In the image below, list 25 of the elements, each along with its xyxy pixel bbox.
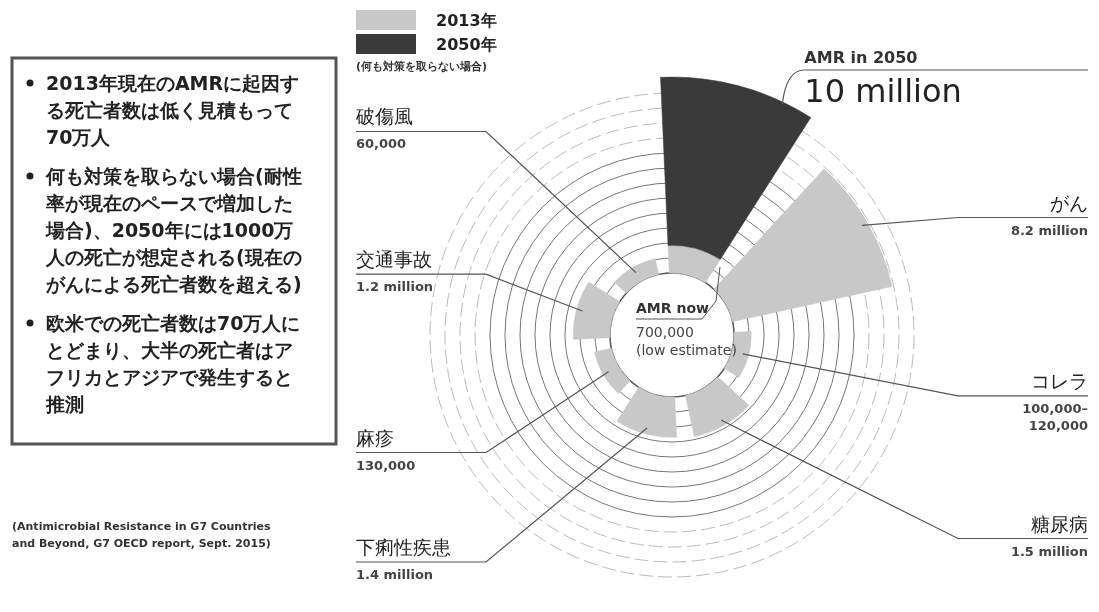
category-label: 下痢性疾患 xyxy=(356,535,451,558)
legend-label: 2050年 xyxy=(436,35,497,54)
data-label: 10 million xyxy=(804,72,962,110)
data-label: 60,000 xyxy=(356,136,407,152)
text: 2013年現在のAMRに起因する死亡者数は低く見積もって70万人 xyxy=(46,72,300,148)
text: 何も対策を取らない場合(耐性率が現在のペースで増加した場合)、2050年には1000万人の死亡が想定される(現在のがんによる死亡者数を超える) xyxy=(45,165,302,295)
data-label: 700,000 (low estimate) xyxy=(636,324,737,358)
category-label: 交通事故 xyxy=(356,248,432,271)
text: 欧米での死亡者数は70万人にとどまり、大半の死亡者はアフリカとアジアで発生すると推測 xyxy=(45,312,301,415)
data-label: 1.4 million xyxy=(356,566,434,582)
data-label: 1.2 million xyxy=(356,279,434,295)
category-label: 破傷風 xyxy=(355,105,413,128)
category-label: AMR now xyxy=(636,300,710,316)
legend-title: (何も対策を取らない場合) xyxy=(356,60,488,73)
legend-label: 2013年 xyxy=(436,11,497,30)
category-label: AMR in 2050 xyxy=(804,48,918,67)
data-label: 130,000 xyxy=(356,457,416,473)
category-label: 麻疹 xyxy=(356,426,394,449)
data-label: 1.5 million xyxy=(1010,543,1088,559)
category-label: コレラ xyxy=(1031,369,1088,392)
data-label: 100,000– 120,000 xyxy=(1022,400,1088,433)
text: (Antimicrobial Resistance in G7 Countries and Beyond, G7 OECD report, Sept. 2015) xyxy=(12,520,272,550)
data-label: 8.2 million xyxy=(1010,222,1088,238)
category-label: がん xyxy=(1050,191,1088,214)
category-label: 糖尿病 xyxy=(1031,512,1088,535)
